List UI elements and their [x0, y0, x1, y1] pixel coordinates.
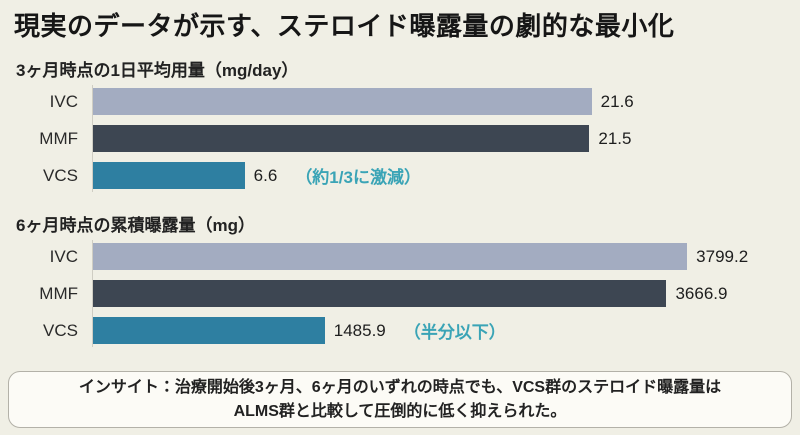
chart-cumulative-exposure: 6ヶ月時点の累積曝露量（mg） IVC 3799.2 MMF 3666.9 VC… — [0, 211, 800, 347]
bar-annotation: （約1/3に激減） — [295, 168, 421, 187]
bar-row-ivc: IVC 3799.2 — [0, 243, 800, 270]
bar-mmf — [92, 125, 590, 152]
bar-row-ivc: IVC 21.6 — [0, 88, 800, 115]
bar-value: 3799.2 — [696, 246, 749, 266]
bar-track: 3666.9 — [92, 280, 800, 307]
bar-track: 21.6 — [92, 88, 800, 115]
bar-value: 21.6 — [600, 91, 634, 111]
bar-label-vcs: VCS — [43, 165, 78, 185]
bar-row-mmf: MMF 21.5 — [0, 125, 800, 152]
bar-annotation: （半分以下） — [403, 323, 506, 342]
chart-daily-dose: 3ヶ月時点の1日平均用量（mg/day） IVC 21.6 MMF 21.5 V… — [0, 56, 800, 192]
bar-track: 1485.9 （半分以下） — [92, 317, 800, 344]
bar-track: 3799.2 — [92, 243, 800, 270]
bar-label-mmf: MMF — [39, 128, 78, 148]
bar-value: 1485.9 — [333, 320, 386, 340]
chart-cumulative-exposure-rows: IVC 3799.2 MMF 3666.9 VCS 1485.9 （半分以下 — [0, 240, 800, 347]
bar-label-vcs: VCS — [43, 320, 78, 340]
page-title: 現実のデータが示す、ステロイド曝露量の劇的な最小化 — [14, 11, 675, 41]
bar-mmf — [92, 280, 667, 307]
bar-vcs — [92, 162, 245, 189]
chart-daily-dose-title: 3ヶ月時点の1日平均用量（mg/day） — [16, 61, 299, 80]
bar-value: 3666.9 — [675, 283, 728, 303]
insight-text-line2: ALMS群と比較して圧倒的に低く抑えられた。 — [233, 402, 567, 420]
insight-text-line1: インサイト：治療開始後3ヶ月、6ヶ月のいずれの時点でも、VCS群のステロイド曝露… — [78, 378, 722, 396]
bar-track: 21.5 — [92, 125, 800, 152]
bar-label-ivc: IVC — [49, 91, 78, 111]
bar-ivc — [92, 243, 688, 270]
bar-value: 21.5 — [598, 128, 632, 148]
bar-vcs — [92, 317, 325, 344]
chart-cumulative-exposure-title: 6ヶ月時点の累積曝露量（mg） — [16, 216, 255, 235]
chart-daily-dose-rows: IVC 21.6 MMF 21.5 VCS 6.6 （約1/3に激減） — [0, 85, 800, 192]
bar-row-mmf: MMF 3666.9 — [0, 280, 800, 307]
bar-value: 6.6 — [253, 165, 278, 185]
bar-label-ivc: IVC — [49, 246, 78, 266]
bar-row-vcs: VCS 1485.9 （半分以下） — [0, 317, 800, 344]
bar-track: 6.6 （約1/3に激減） — [92, 162, 800, 189]
insight-box: インサイト：治療開始後3ヶ月、6ヶ月のいずれの時点でも、VCS群のステロイド曝露… — [8, 371, 792, 428]
bar-label-mmf: MMF — [39, 283, 78, 303]
bar-row-vcs: VCS 6.6 （約1/3に激減） — [0, 162, 800, 189]
bar-ivc — [92, 88, 592, 115]
